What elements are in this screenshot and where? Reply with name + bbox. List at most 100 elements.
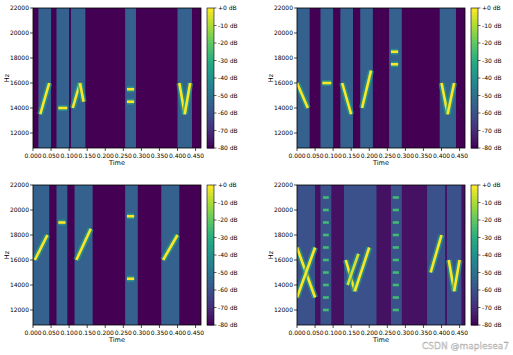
colorbar-step [207,318,214,322]
chirp [393,221,399,224]
y-tick [30,185,33,186]
y-tick [30,235,33,236]
band [320,185,331,325]
colorbar-tick-label: -30 dB [218,234,238,241]
x-tick-label: 0.100 [325,329,342,336]
y-tick-label: 16000 [274,256,293,263]
colorbar-step [207,89,214,93]
panel: 0.0000.0500.1000.1500.2000.2500.3000.350… [3,181,238,344]
colorbar-step [471,96,478,100]
chirp [322,82,331,85]
x-tick-label: 0.250 [115,329,132,336]
x-tick [441,325,442,328]
x-tick-label: 0.350 [415,152,432,159]
chirp [342,83,351,114]
colorbar-step [207,43,214,47]
y-tick-label: 16000 [10,79,29,86]
colorbar-tick-label: -50 dB [218,92,238,99]
colorbar-step [207,78,214,82]
colorbar-step [471,297,478,301]
chirp-halo [454,260,459,291]
x-tick-label: 0.050 [306,152,323,159]
colorbar-tick [478,202,481,203]
y-tick [30,260,33,261]
colorbar-step [471,82,478,86]
plot-area [297,8,465,148]
band [391,185,402,325]
colorbar-step [207,131,214,135]
colorbar-step [471,189,478,193]
x-tick [369,325,370,328]
colorbar-step [207,287,214,291]
colorbar-step [207,138,214,142]
colorbar-step [471,117,478,121]
plot-area [33,185,201,325]
colorbar-step [207,120,214,124]
colorbar-step [471,217,478,221]
colorbar-step [471,85,478,89]
chirp-halo [323,232,329,238]
x-tick [159,325,160,328]
colorbar-step [207,113,214,117]
colorbar-tick [478,220,481,221]
colorbar-step [471,262,478,266]
chirp-halo [323,195,329,201]
colorbar-step [207,315,214,319]
colorbar-step [207,85,214,89]
y-tick [294,108,297,109]
colorbar-step [207,262,214,266]
colorbar-tick-label: +0 dB [218,4,237,11]
band [344,185,377,325]
colorbar-tick [214,220,217,221]
chirp-halo [393,220,399,226]
background-level [297,185,465,325]
colorbar-step [207,283,214,287]
chirp [391,50,398,53]
colorbar-step [471,192,478,196]
chirp-halo [127,86,134,92]
x-tick-label: 0.150 [79,152,96,159]
colorbar-tick-label: -80 dB [218,144,238,151]
chirp [431,235,442,273]
colorbar-step [471,294,478,298]
y-tick-label: 12000 [274,129,293,136]
colorbar-step [471,283,478,287]
chirp [80,83,84,102]
x-tick [297,325,298,328]
chirp-halo [393,257,399,263]
x-tick [33,148,34,151]
colorbar-tick-label: -60 dB [482,109,502,116]
x-tick [159,148,160,151]
chirp-halo [323,257,329,263]
chirp [40,83,49,114]
band [360,8,373,148]
x-tick [195,325,196,328]
y-tick-label: 20000 [274,206,293,213]
colorbar-step [207,82,214,86]
colorbar-tick [478,307,481,308]
chirp-halo [323,207,329,213]
colorbar-step [471,22,478,26]
chirp [454,260,459,291]
chirp [127,215,134,218]
colorbar-step [207,50,214,54]
chirp [323,284,329,287]
x-tick [123,148,124,151]
y-tick-label: 16000 [274,79,293,86]
chirp-halo [393,295,399,301]
colorbar-step [471,290,478,294]
colorbar-tick [214,185,217,186]
colorbar-step [207,224,214,228]
colorbar-tick [478,95,481,96]
chirp-halo [297,83,308,108]
y-label: Hz [3,73,11,82]
y-tick-label: 14000 [274,281,293,288]
colorbar-step [207,54,214,58]
colorbar-step [207,40,214,44]
colorbar-step [471,120,478,124]
colorbar-step [207,8,214,12]
x-tick [459,148,460,151]
colorbar-tick-label: -10 dB [218,22,238,29]
chirp [393,196,399,199]
colorbar-step [471,220,478,224]
